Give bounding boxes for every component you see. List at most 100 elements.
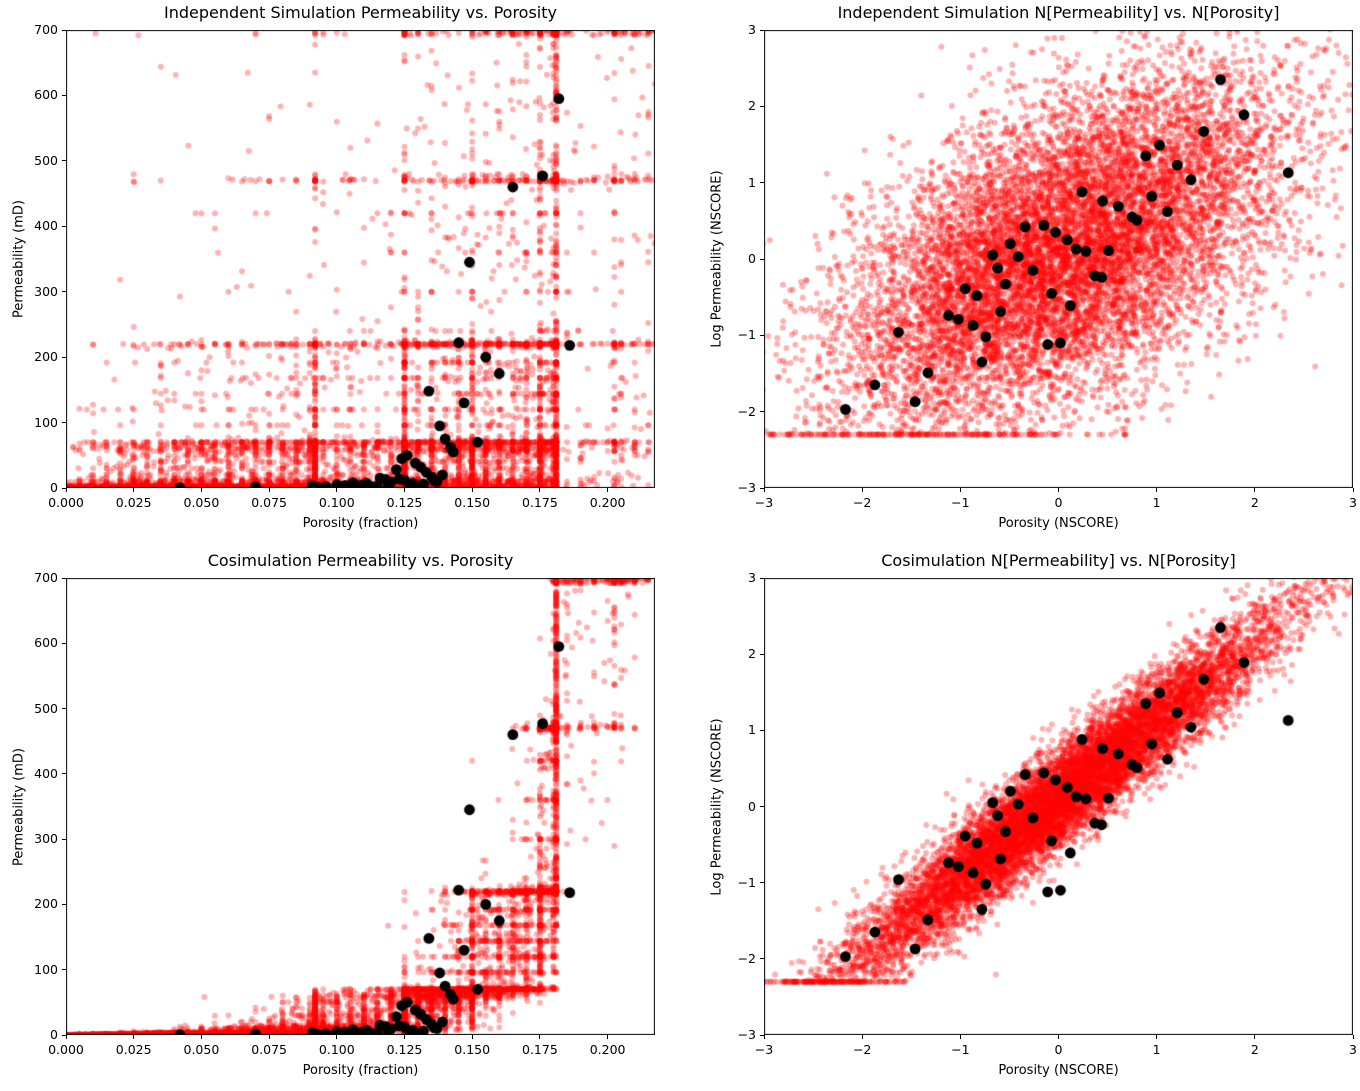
y-tick-label: 0 <box>748 251 756 266</box>
y-tick-label: 1 <box>748 174 756 190</box>
x-tick-mark <box>65 488 67 492</box>
x-tick-label: 0.200 <box>589 495 626 510</box>
x-tick-mark <box>959 1035 961 1039</box>
y-tick-label: 3 <box>748 570 756 585</box>
x-tick-label: 2 <box>1250 495 1259 510</box>
x-axis-label: Porosity (NSCORE) <box>998 1063 1119 1078</box>
y-tick-label: 0 <box>50 1027 58 1042</box>
y-tick-label: 700 <box>34 570 58 585</box>
y-tick-label: 200 <box>34 896 58 912</box>
x-tick-label: 0.100 <box>318 1042 355 1057</box>
x-tick-mark <box>539 1035 541 1039</box>
y-tick-label: 3 <box>748 22 756 37</box>
scatter-canvas-independent-nscore <box>764 30 1353 488</box>
y-tick-mark <box>760 729 764 731</box>
x-tick-mark <box>268 488 270 492</box>
y-tick-label: 2 <box>748 646 756 662</box>
y-tick-mark <box>62 642 66 644</box>
x-tick-mark <box>336 488 338 492</box>
x-tick-mark <box>133 488 135 492</box>
y-tick-mark <box>760 653 764 655</box>
y-tick-label: 0 <box>50 480 58 495</box>
x-tick-mark <box>539 488 541 492</box>
x-tick-label: 3 <box>1349 495 1357 510</box>
x-tick-mark <box>1254 488 1256 492</box>
y-tick-mark <box>62 160 66 162</box>
x-tick-label: −3 <box>754 495 774 510</box>
x-tick-label: 0.125 <box>386 495 423 510</box>
panel-independent-raw: Independent Simulation Permeability vs. … <box>12 3 655 531</box>
x-tick-label: −3 <box>754 1042 774 1057</box>
x-tick-mark <box>1058 488 1059 492</box>
y-tick-mark <box>760 1034 764 1036</box>
plot-title: Cosimulation Permeability vs. Porosity <box>207 551 514 570</box>
y-tick-mark <box>760 577 764 579</box>
y-tick-label: 400 <box>34 765 58 781</box>
y-tick-label: 200 <box>34 349 58 365</box>
x-tick-mark <box>607 488 609 492</box>
y-tick-mark <box>62 291 66 293</box>
x-tick-mark <box>1352 488 1354 492</box>
plot-title: Independent Simulation N[Permeability] v… <box>837 3 1280 22</box>
y-tick-mark <box>760 29 764 31</box>
x-tick-mark <box>336 1035 338 1039</box>
x-tick-label: 1 <box>1152 1042 1161 1057</box>
y-tick-label: −1 <box>737 874 756 890</box>
scatter-canvas-cosimulation-raw <box>66 578 655 1035</box>
x-tick-mark <box>861 488 863 492</box>
x-axis-label: Porosity (NSCORE) <box>998 516 1119 531</box>
y-tick-mark <box>62 487 66 489</box>
x-tick-label: 0.075 <box>251 1042 287 1057</box>
y-tick-label: 300 <box>34 283 58 299</box>
x-tick-label: 0.175 <box>522 1042 558 1057</box>
x-tick-mark <box>200 1035 202 1039</box>
scatter-canvas-cosimulation-nscore <box>764 578 1353 1035</box>
y-tick-label: 1 <box>748 722 756 738</box>
x-tick-label: 0 <box>1054 495 1063 510</box>
x-tick-label: 0.000 <box>48 495 84 510</box>
x-tick-mark <box>607 1035 609 1039</box>
x-tick-mark <box>133 1035 135 1039</box>
y-tick-mark <box>760 411 764 413</box>
x-tick-mark <box>763 1035 765 1039</box>
y-tick-label: 2 <box>748 98 756 114</box>
y-tick-label: 500 <box>34 700 58 716</box>
x-tick-mark <box>1156 1035 1158 1039</box>
y-tick-mark <box>760 182 764 184</box>
x-tick-label: 0.100 <box>318 495 355 510</box>
x-tick-label: 0.050 <box>183 1042 220 1057</box>
x-tick-label: 0.150 <box>454 495 491 510</box>
y-tick-mark <box>62 422 66 424</box>
y-tick-mark <box>62 903 66 905</box>
x-tick-label: −2 <box>852 1042 872 1057</box>
y-tick-label: −2 <box>737 950 756 966</box>
y-tick-label: 100 <box>34 961 58 977</box>
y-tick-mark <box>760 334 764 336</box>
y-tick-mark <box>62 94 66 96</box>
y-tick-mark <box>62 577 66 579</box>
y-tick-label: 300 <box>34 831 58 847</box>
x-tick-label: −1 <box>951 1042 970 1057</box>
x-tick-label: 0.175 <box>522 495 558 510</box>
y-tick-mark <box>62 773 66 775</box>
y-tick-mark <box>760 105 764 107</box>
y-tick-label: 400 <box>34 218 58 234</box>
x-tick-label: −1 <box>951 495 970 510</box>
plot-title: Independent Simulation Permeability vs. … <box>164 3 557 22</box>
x-tick-label: 0.050 <box>183 495 220 510</box>
y-tick-label: −1 <box>737 327 756 343</box>
x-tick-label: 3 <box>1349 1042 1357 1057</box>
y-tick-mark <box>760 882 764 884</box>
x-tick-mark <box>471 488 473 492</box>
y-tick-label: 600 <box>34 87 58 103</box>
y-tick-label: −3 <box>737 1027 756 1042</box>
x-tick-mark <box>404 1035 405 1039</box>
y-tick-mark <box>760 958 764 960</box>
x-tick-label: 0.000 <box>48 1042 84 1057</box>
y-tick-mark <box>62 969 66 971</box>
x-tick-label: 2 <box>1250 1042 1259 1057</box>
x-tick-label: 1 <box>1152 495 1161 510</box>
panel-cosimulation-nscore: Cosimulation N[Permeability] vs. N[Poros… <box>710 551 1357 1078</box>
plot-title: Cosimulation N[Permeability] vs. N[Poros… <box>881 551 1236 570</box>
